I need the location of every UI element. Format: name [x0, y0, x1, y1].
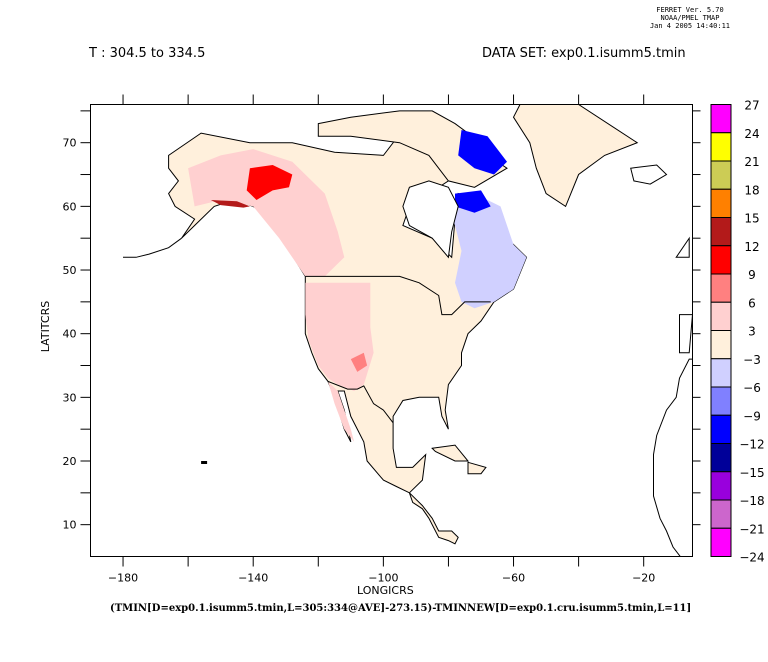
colorbar-swatch	[710, 160, 732, 190]
warm-anomaly-baja	[328, 381, 355, 442]
y-axis-label: LATITCRS	[39, 300, 53, 353]
central-america	[408, 492, 459, 545]
x-tick-label: −60	[502, 572, 525, 585]
colorbar-swatch	[710, 104, 732, 134]
colorbar-swatch	[710, 301, 732, 331]
colorbar-swatch	[710, 132, 732, 162]
colorbar-level-label: −18	[739, 494, 764, 508]
x-tick-label: −20	[632, 572, 655, 585]
cool-anomaly-quebec	[448, 193, 527, 309]
colorbar-swatch	[710, 471, 732, 501]
plot-command-title: (TMIN[D=exp0.1.isumm5.tmin,L=305:334@AVE…	[110, 603, 692, 614]
warm-anomaly-alaska	[188, 149, 345, 277]
us-mexico-border	[327, 380, 394, 424]
axes-layer: −180 −140 −100 −60 −20 10 20 30 40 50 60 70	[63, 94, 701, 585]
colorbar-level-label: 3	[748, 325, 756, 339]
ferret-stamp: FERRET Ver. 5.70 NOAA/PMEL TMAP Jan 4 20…	[630, 6, 750, 30]
colorbar-level-label: 15	[744, 212, 759, 226]
y-tick-label: 60	[63, 200, 77, 213]
colorbar-level-label: −24	[739, 551, 764, 565]
colorbar-level-label: 21	[744, 155, 759, 169]
colorbar-level-label: −9	[743, 409, 761, 423]
iberia-edge	[679, 314, 693, 354]
colorbar-level-label: 18	[744, 183, 759, 197]
y-tick-label: 30	[63, 391, 77, 404]
cold-core-baffin	[458, 130, 507, 175]
x-tick-label: −180	[108, 572, 138, 585]
x-tick-label: −140	[238, 572, 268, 585]
greenland	[512, 104, 639, 208]
colorbar-swatch	[710, 217, 732, 247]
colorbar-swatch	[710, 330, 732, 360]
warm-core-yukon	[246, 165, 293, 200]
colorbar-level-label: −21	[739, 522, 764, 536]
colorbar-level-label: 24	[744, 127, 759, 141]
colorbar-swatch	[710, 273, 732, 303]
colorbar-swatch	[710, 414, 732, 444]
ireland	[675, 236, 690, 258]
colorbar-swatch	[710, 386, 732, 416]
colorbar-level-label: 9	[748, 268, 756, 282]
colorbar-level-label: −15	[739, 466, 764, 480]
colorbar-swatch	[710, 499, 732, 529]
colorbar-level-label: −6	[743, 381, 761, 395]
x-tick-label: −100	[368, 572, 398, 585]
colorbar-swatch	[710, 188, 732, 218]
colorbar-level-label: −12	[739, 438, 764, 452]
colorbar-level-label: −3	[743, 353, 761, 367]
plot-frame	[90, 104, 693, 557]
organization: NOAA/PMEL TMAP	[660, 14, 720, 22]
x-axis-label: LONGICRS	[357, 584, 414, 597]
colorbar-level-label: 6	[748, 296, 756, 310]
colorbar-level-label: 27	[744, 99, 759, 113]
plot-timestamp: Jan 4 2005 14:40:11	[649, 22, 731, 30]
iceland	[630, 164, 668, 185]
colorbar-swatch	[710, 527, 732, 557]
cuba	[431, 444, 470, 462]
arctic-islands	[317, 110, 508, 188]
warm-anomaly-western-us	[305, 282, 374, 391]
hudson-bay	[402, 180, 459, 259]
us-canada-border	[305, 275, 491, 316]
cold-core-ungava	[455, 190, 491, 213]
colorbar-level-label: 12	[744, 240, 759, 254]
map-content	[123, 104, 693, 557]
africa-edge	[653, 358, 693, 557]
colorbar-swatch	[710, 358, 732, 388]
y-tick-label: 70	[63, 137, 77, 150]
colorbar-swatch	[710, 443, 732, 473]
hispaniola	[467, 461, 487, 475]
y-tick-label: 10	[63, 519, 77, 532]
y-tick-label: 50	[63, 264, 77, 277]
y-tick-label: 40	[63, 328, 77, 341]
hawaii-islands	[201, 461, 208, 464]
program-version: FERRET Ver. 5.70	[656, 6, 724, 14]
colorbar: 27 24 21 18 15 12 9 6 3 −3 −6 −9 −12 −15 −18 −21 −24	[710, 99, 765, 565]
time-range-label: T : 304.5 to 334.5	[89, 46, 206, 61]
colorbar-swatch	[710, 245, 732, 275]
dataset-label: DATA SET: exp0.1.isumm5.tmin	[482, 46, 686, 61]
warm-spot-southwest	[350, 352, 368, 372]
aleutian-islands	[123, 237, 182, 258]
y-tick-label: 20	[63, 455, 77, 468]
map-layer	[123, 104, 693, 557]
warm-coast-alaska	[210, 200, 250, 208]
